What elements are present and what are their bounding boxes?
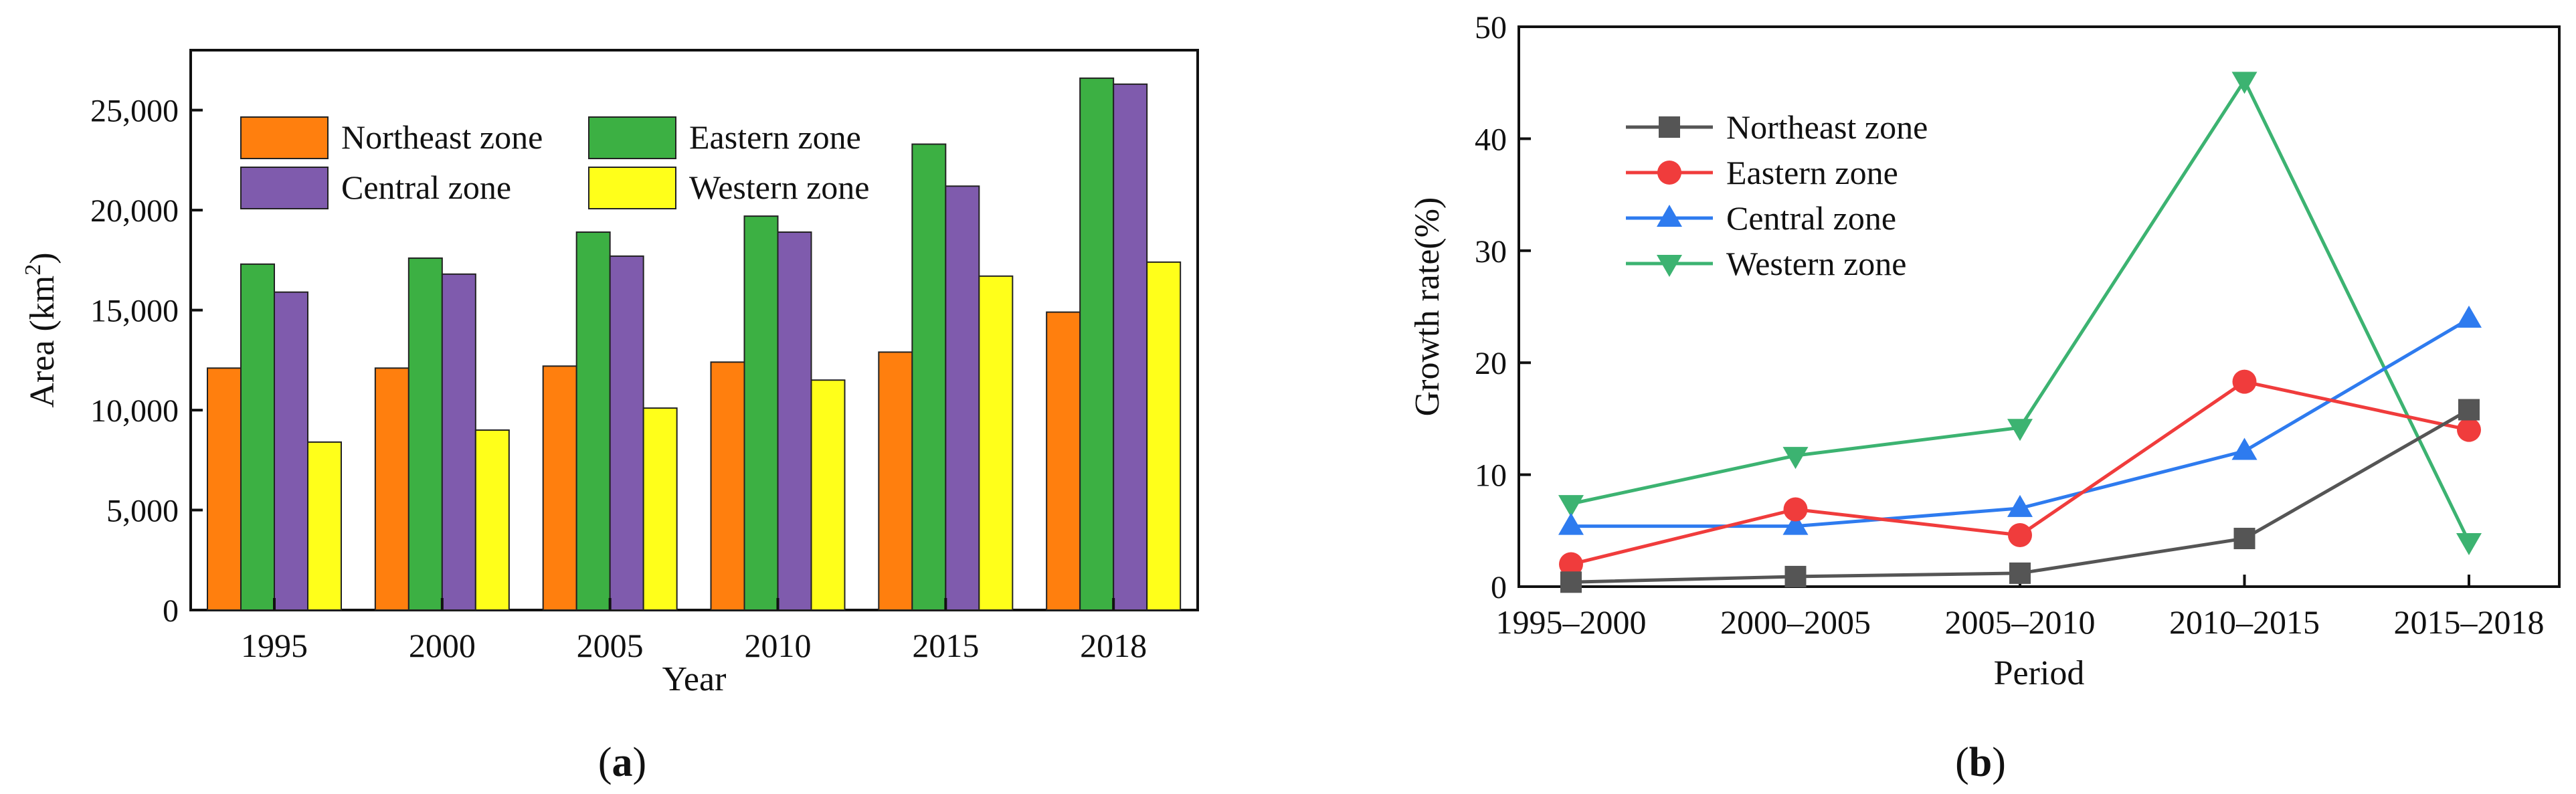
point-northeast-zone-2015-2018 <box>2458 399 2480 421</box>
y-tick-label: 25,000 <box>90 94 179 129</box>
point-central-zone-2015-2018 <box>2456 305 2482 328</box>
legend-label-central-zone: Central zone <box>1726 199 1896 237</box>
line-western-zone <box>1570 77 2471 543</box>
point-western-zone-1995-2000 <box>1558 495 1584 518</box>
point-eastern-zone-2010-2015 <box>2232 369 2257 394</box>
bar-western-zone-2000 <box>474 429 510 611</box>
x-tick-label: 2010–2015 <box>2169 603 2320 641</box>
bar-central-zone-2000 <box>441 273 476 611</box>
bar-eastern-zone-1995 <box>240 263 275 611</box>
bar-eastern-zone-2010 <box>743 215 779 611</box>
bar-western-zone-1995 <box>307 441 342 611</box>
legend-label-northeast-zone: Northeast zone <box>341 118 543 156</box>
bar-western-zone-2018 <box>1146 261 1182 611</box>
y-tick-label: 20,000 <box>90 193 179 229</box>
legend-label-central-zone: Central zone <box>341 169 511 206</box>
x-tick-label: 1995–2000 <box>1496 603 1647 641</box>
x-tick-label: 2018 <box>1080 627 1147 664</box>
legend-label-western-zone: Western zone <box>689 169 869 206</box>
y-tick-label: 0 <box>163 593 179 629</box>
point-central-zone-1995-2000 <box>1558 512 1584 535</box>
panel-label-a: (a) <box>598 740 646 785</box>
bar-western-zone-2015 <box>978 275 1014 611</box>
bar-central-zone-2015 <box>945 185 980 611</box>
legend-marker-eastern-zone <box>1657 161 1681 185</box>
x-tick-label: 2010 <box>745 627 812 664</box>
y-tick-label: 40 <box>1475 122 1507 157</box>
x-tick-label: 2015 <box>912 627 979 664</box>
bar-eastern-zone-2015 <box>911 143 947 611</box>
x-axis-label: Period <box>1994 654 2085 692</box>
legend-marker-central-zone <box>1657 205 1682 227</box>
y-axis-label: Area (km2) <box>21 252 62 407</box>
bar-eastern-zone-2018 <box>1079 77 1115 611</box>
x-tick-label: 2000–2005 <box>1720 603 1871 641</box>
x-axis-label: Year <box>662 660 727 698</box>
legend-swatch-northeast-zone <box>240 116 329 159</box>
x-tick-label: 1995 <box>241 627 308 664</box>
legend-label-northeast-zone: Northeast zone <box>1726 108 1928 146</box>
y-tick-label: 10 <box>1475 458 1507 494</box>
chart-a-area-by-zone: 0 5,000 10,000 15,000 20,000 25,000 1995 2000 20… <box>21 49 1199 698</box>
bar-northeast-zone-2018 <box>1046 311 1081 611</box>
legend-label-eastern-zone: Eastern zone <box>1726 154 1898 191</box>
chart-b-growth-rate: 0 10 20 30 40 50 1995–2000 2000–2005 2005–2010 20… <box>1408 10 2561 692</box>
point-eastern-zone-1995-2000 <box>1559 552 1583 577</box>
point-eastern-zone-2005-2010 <box>2008 522 2032 547</box>
point-western-zone-2015-2018 <box>2456 533 2482 556</box>
y-tick-label: 5,000 <box>106 494 179 529</box>
plot-frame <box>189 49 1199 611</box>
y-tick-label: 10,000 <box>90 393 179 429</box>
bar-northeast-zone-2005 <box>542 365 577 611</box>
y-tick-label: 15,000 <box>90 294 179 329</box>
point-central-zone-2000-2005 <box>1782 512 1809 535</box>
legend-label-eastern-zone: Eastern zone <box>689 118 861 156</box>
point-western-zone-2005-2010 <box>2007 419 2033 441</box>
point-northeast-zone-2010-2015 <box>2233 528 2256 550</box>
legend-swatch-western-zone <box>588 167 676 209</box>
point-northeast-zone-1995-2000 <box>1560 571 1582 593</box>
point-northeast-zone-2005-2010 <box>2009 562 2031 584</box>
bar-eastern-zone-2000 <box>407 257 443 611</box>
x-tick-label: 2015–2018 <box>2394 603 2545 641</box>
bar-central-zone-2010 <box>777 231 812 611</box>
legend-label-western-zone: Western zone <box>1726 245 1906 282</box>
point-western-zone-2000-2005 <box>1782 447 1809 470</box>
y-axis-label: Growth rate(%) <box>1408 197 1447 417</box>
y-tick-label: 30 <box>1475 234 1507 270</box>
bar-central-zone-2018 <box>1113 83 1148 611</box>
bar-western-zone-2005 <box>642 407 678 611</box>
bar-northeast-zone-1995 <box>207 367 242 611</box>
point-central-zone-2010-2015 <box>2231 437 2258 460</box>
point-northeast-zone-2000-2005 <box>1784 565 1807 587</box>
legend-swatch-eastern-zone <box>588 116 676 159</box>
point-western-zone-2010-2015 <box>2231 72 2258 94</box>
bar-western-zone-2010 <box>810 379 846 611</box>
bar-northeast-zone-2000 <box>374 367 409 611</box>
bar-central-zone-1995 <box>274 291 308 611</box>
y-tick-label: 0 <box>1491 570 1507 605</box>
x-tick-label: 2000 <box>409 627 476 664</box>
x-tick-label: 2005 <box>577 627 644 664</box>
bar-central-zone-2005 <box>609 255 644 611</box>
panel-label-b: (b) <box>1955 740 2006 785</box>
bar-northeast-zone-2015 <box>878 351 913 611</box>
bar-northeast-zone-2010 <box>710 361 745 611</box>
bar-eastern-zone-2005 <box>575 231 611 611</box>
point-central-zone-2005-2010 <box>2007 494 2033 517</box>
y-tick-label: 50 <box>1475 10 1507 45</box>
legend-swatch-central-zone <box>240 167 329 209</box>
x-tick-label: 2005–2010 <box>1945 603 2096 641</box>
plot-frame <box>1517 25 2561 588</box>
legend-marker-northeast-zone <box>1659 116 1680 138</box>
y-tick-label: 20 <box>1475 346 1507 381</box>
point-eastern-zone-2015-2018 <box>2457 417 2481 442</box>
legend-marker-western-zone <box>1657 255 1682 277</box>
point-eastern-zone-2000-2005 <box>1783 497 1808 522</box>
